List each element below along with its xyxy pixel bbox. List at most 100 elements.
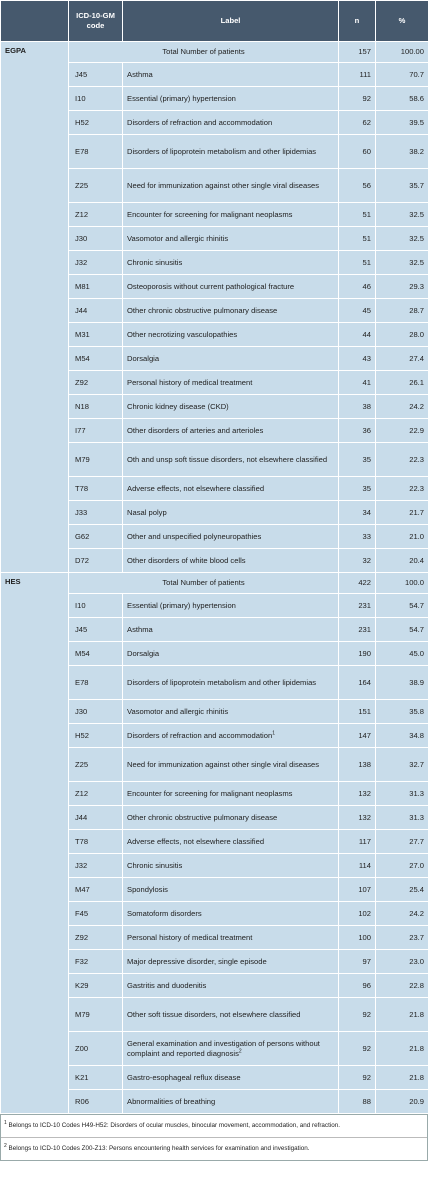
pct-cell: 23.7 [375,925,428,950]
data-row: J32 Chronic sinusitis 51 32.5 [1,250,428,275]
code-cell: T78 [68,476,123,501]
label-text: Somatoform disorders [127,908,202,918]
n-cell: 96 [338,973,376,998]
n-cell: 107 [338,877,376,902]
n-cell: 34 [338,500,376,525]
label-text: Asthma [127,624,153,634]
data-row: I10 Essential (primary) hypertension 231 54… [1,593,428,618]
label-cell: Other disorders of white blood cells [122,548,339,573]
code-cell: M31 [68,322,123,347]
code-cell: H52 [68,110,123,135]
data-row: M79 Oth and unsp soft tissue disorders, n… [1,442,428,477]
n-cell: 33 [338,524,376,549]
header-cell: % [375,0,428,42]
data-row: J45 Asthma 111 70.7 [1,62,428,87]
label-cell: Disorders of refraction and accommodatio… [122,110,339,135]
label-text: Essential (primary) hypertension [127,600,236,610]
n-cell: 45 [338,298,376,323]
data-row: R06 Abnormalities of breathing 88 20.9 [1,1089,428,1114]
label-cell: Gastro-esophageal reflux disease [122,1065,339,1090]
pct-cell: 27.7 [375,829,428,854]
data-row: F45 Somatoform disorders 102 24.2 [1,901,428,926]
code-cell: F32 [68,949,123,974]
code-cell: K21 [68,1065,123,1090]
total-row: HES Total Number of patients 422 100.0 [0,572,428,1114]
data-row: J30 Vasomotor and allergic rhinitis 51 32.5 [1,226,428,251]
code-cell: E78 [68,134,123,169]
label-cell: Asthma [122,62,339,87]
label-text: Chronic kidney disease (CKD) [127,401,229,411]
label-cell: Need for immunization against other sing… [122,168,339,203]
label-cell: Chronic kidney disease (CKD) [122,394,339,419]
code-cell: Z25 [68,747,123,782]
header-cell: Label [122,0,339,42]
code-cell: M54 [68,641,123,666]
code-cell: J45 [68,62,123,87]
data-row: T78 Adverse effects, not elsewhere classi… [1,829,428,854]
footnote-text: Belongs to ICD-10 Codes Z00-Z13: Persons… [8,1145,310,1152]
data-row: Z25 Need for immunization against other s… [1,747,428,782]
label-cell: General examination and investigation of… [122,1031,339,1066]
total-row: EGPA Total Number of patients 157 100.00 [0,41,428,573]
code-cell: N18 [68,394,123,419]
n-cell: 231 [338,593,376,618]
pct-cell: 31.3 [375,781,428,806]
table: ICD-10-GM code Label n % EGPA Total Numbe… [0,0,428,1114]
code-cell: J45 [68,617,123,642]
label-text: Encounter for screening for malignant ne… [127,209,293,219]
pct-cell: 58.6 [375,86,428,111]
code-cell: M79 [68,997,123,1032]
n-cell: 35 [338,476,376,501]
data-row: N18 Chronic kidney disease (CKD) 38 24.2 [1,394,428,419]
n-cell: 132 [338,781,376,806]
data-row: F32 Major depressive disorder, single epi… [1,949,428,974]
label-cell: Somatoform disorders [122,901,339,926]
label-cell: Need for immunization against other sing… [122,747,339,782]
label-cell: Personal history of medical treatment [122,925,339,950]
n-cell: 38 [338,394,376,419]
pct-cell: 24.2 [375,394,428,419]
footnote-marker: 1 [272,729,275,736]
n-cell: 32 [338,548,376,573]
pct-cell: 54.7 [375,593,428,618]
label-cell: Chronic sinusitis [122,853,339,878]
pct-cell: 39.5 [375,110,428,135]
pct-cell: 34.8 [375,723,428,748]
label-text: Nasal polyp [127,507,167,517]
n-cell: 51 [338,226,376,251]
label-cell: Essential (primary) hypertension [122,86,339,111]
code-cell: E78 [68,665,123,700]
n-cell: 62 [338,110,376,135]
label-cell: Chronic sinusitis [122,250,339,275]
total-label: Total Number of patients [68,41,339,63]
label-text: Gastro-esophageal reflux disease [127,1072,241,1082]
footnote: 2 Belongs to ICD-10 Codes Z00-Z13: Perso… [1,1138,427,1160]
data-row: E78 Disorders of lipoprotein metabolism a… [1,134,428,169]
label-cell: Vasomotor and allergic rhinitis [122,699,339,724]
label-text: Spondylosis [127,884,168,894]
label-cell: Gastritis and duodenitis [122,973,339,998]
code-cell: Z00 [68,1031,123,1066]
n-cell: 147 [338,723,376,748]
label-cell: Essential (primary) hypertension [122,593,339,618]
label-text: Dorsalgia [127,353,160,363]
label-text: Asthma [127,69,153,79]
code-cell: M47 [68,877,123,902]
footnote-marker: 1 [4,1119,7,1126]
pct-cell: 25.4 [375,877,428,902]
data-row: J33 Nasal polyp 34 21.7 [1,500,428,525]
pct-cell: 32.7 [375,747,428,782]
label-cell: Asthma [122,617,339,642]
code-cell: G62 [68,524,123,549]
label-text: Dorsalgia [127,648,160,658]
pct-cell: 27.4 [375,346,428,371]
code-cell: J32 [68,250,123,275]
n-cell: 60 [338,134,376,169]
label-cell: Vasomotor and allergic rhinitis [122,226,339,251]
pct-cell: 22.3 [375,476,428,501]
code-cell: T78 [68,829,123,854]
footnote: 1 Belongs to ICD-10 Codes H49-H52: Disor… [1,1115,427,1138]
data-row: Z00 General examination and investigation… [1,1031,428,1066]
n-cell: 231 [338,617,376,642]
